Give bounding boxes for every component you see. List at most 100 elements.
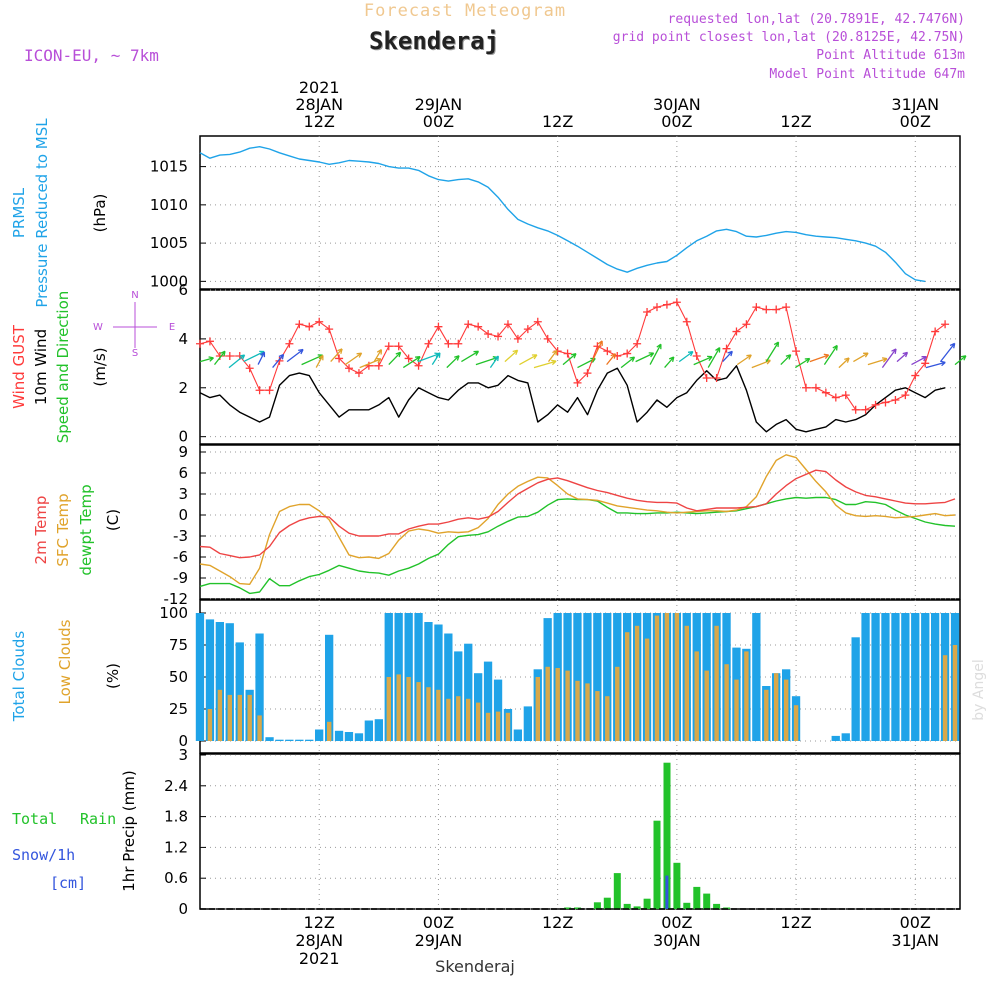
low-clouds-label: Low Clouds	[56, 619, 74, 704]
wind-direction-arrow	[853, 352, 869, 363]
temperature-ytick-label: -6	[173, 548, 188, 566]
precip-ytick-label: 0	[178, 900, 188, 918]
wind-gust-marker	[652, 303, 661, 312]
total-cloud-bar	[931, 613, 940, 741]
wind-direction-arrow	[881, 348, 897, 368]
total-cloud-bar	[235, 642, 244, 741]
low-cloud-bar	[436, 689, 441, 741]
wind-gust-marker	[742, 320, 751, 329]
point-altitude: Point Altitude 613m	[816, 48, 965, 63]
wind-ytick-label: 4	[178, 330, 188, 348]
wind-gust-marker	[255, 386, 264, 395]
total-cloud-bar	[871, 613, 880, 741]
top-hour: 00Z	[661, 112, 692, 131]
rain-bar	[613, 873, 621, 909]
total-cloud-bar	[344, 732, 354, 741]
temp-dewpt-label: dewpt Temp	[77, 484, 95, 575]
wind-direction-arrow	[489, 355, 500, 368]
compass-w: W	[93, 322, 103, 333]
wind-gust-marker	[821, 388, 830, 397]
low-cloud-bar	[793, 705, 799, 741]
compass-s: S	[132, 348, 138, 359]
total-cloud-bar	[493, 679, 503, 741]
cloud-unit-label: (%)	[104, 663, 122, 689]
wind-direction-arrow	[446, 355, 460, 369]
rain-bar	[693, 886, 701, 909]
top-date: 30JAN	[653, 95, 701, 114]
bottom-date: 31JAN	[891, 931, 939, 950]
low-cloud-bar	[704, 670, 709, 741]
footer-location: Skenderaj	[435, 957, 515, 976]
compass-n: N	[131, 290, 138, 301]
wind-direction-arrow	[954, 355, 967, 366]
low-cloud-bar	[694, 651, 699, 741]
total-cloud-bar	[593, 613, 602, 741]
total-cloud-bar	[205, 619, 215, 741]
wind-gust-marker	[881, 398, 890, 407]
wind-direction-arrow	[911, 355, 928, 366]
wind-direction-arrow	[606, 353, 617, 366]
bottom-hour: 00Z	[900, 913, 931, 932]
wind-gust-marker	[772, 305, 781, 314]
wind-direction-arrow	[257, 351, 266, 365]
requested-coords: requested lon,lat (20.7891E, 42.7476N)	[668, 12, 965, 27]
pressure-panel: 1000 1005 1010 1015	[150, 135, 961, 290]
total-cloud-bar	[215, 622, 224, 741]
total-cloud-bar	[444, 633, 453, 741]
wind-gust-marker	[315, 317, 324, 326]
prmsl-label: PRMSL	[10, 187, 28, 238]
wind-gust-marker	[464, 320, 473, 329]
low-cloud-bar	[615, 666, 620, 741]
top-hour: 00Z	[900, 112, 931, 131]
clouds-ytick-label: 50	[169, 668, 188, 686]
supertitle: Forecast Meteogram	[364, 1, 566, 21]
low-cloud-bar	[942, 655, 948, 741]
total-cloud-bar	[901, 613, 910, 741]
wind-direction-arrow	[330, 348, 343, 363]
wind-gust-marker	[474, 322, 483, 331]
wind-gust-marker	[543, 334, 552, 343]
temperature-ytick-label: 6	[178, 464, 188, 482]
temp-labels: 2m Temp SFC Temp dewpt Temp (C)	[32, 484, 122, 575]
wind-direction-arrow	[504, 349, 519, 363]
wind-gust-label: Wind GUST	[10, 324, 28, 409]
wind-speed-dir-label: Speed and Direction	[54, 291, 72, 444]
total-cloud-bar	[573, 613, 582, 741]
location-title: Skenderaj	[369, 27, 499, 55]
wind-direction-arrow	[461, 350, 480, 363]
rain-bar	[603, 897, 611, 909]
bottom-date: 28JAN	[295, 931, 343, 950]
wind-panel: 0 2 4 6	[178, 281, 967, 446]
wind-gust-marker	[424, 339, 433, 348]
low-cloud-bar	[952, 645, 958, 741]
wind-gust-marker	[325, 325, 334, 334]
wind-direction-arrow	[213, 350, 226, 366]
total-cloud-bar	[364, 720, 373, 741]
precip-ytick-label: 1.2	[164, 838, 188, 856]
bottom-hour: 12Z	[780, 913, 811, 932]
top-hour: 12Z	[780, 112, 811, 131]
low-cloud-bar	[634, 625, 640, 741]
rain-bar	[663, 762, 671, 909]
model-label: ICON-EU, ~ 7km	[24, 46, 159, 65]
total-cloud-bar	[325, 634, 334, 741]
low-cloud-bar	[426, 687, 431, 741]
wind-direction-arrow	[620, 356, 636, 369]
watermark: by Angel	[971, 659, 987, 720]
rain-bar	[673, 862, 681, 909]
wind-direction-arrow	[867, 357, 888, 366]
wind-gust-marker	[404, 354, 413, 363]
wind-gust-marker	[871, 400, 880, 409]
total-cloud-bar	[295, 739, 304, 741]
wind-gust-marker	[722, 344, 731, 353]
wind-gust-marker	[662, 300, 671, 309]
low-cloud-bar	[654, 615, 660, 741]
wind-direction-arrow	[344, 352, 363, 366]
total-cloud-bar	[464, 643, 473, 741]
wind-direction-arrow	[635, 352, 655, 363]
wind-direction-arrow	[664, 356, 675, 369]
wind-direction-arrow	[547, 349, 558, 362]
wind-labels: Wind GUST 10m Wind Speed and Direction (…	[10, 290, 175, 443]
wind-ytick-label: 6	[178, 281, 188, 299]
